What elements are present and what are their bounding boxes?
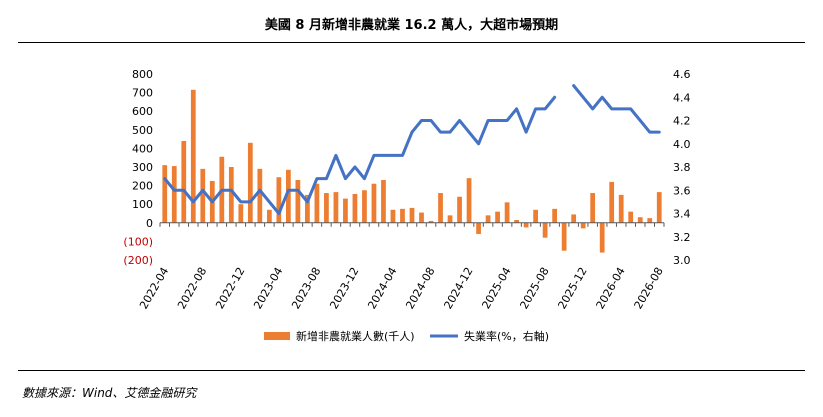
payroll-bar: [371, 183, 377, 223]
payroll-bar: [257, 168, 263, 223]
unemployment-rate-line: [572, 84, 661, 134]
right-axis-tick-label: 3.2: [673, 231, 691, 244]
right-axis-tick-label: 4.4: [673, 91, 691, 104]
left-axis-tick-label: 200: [132, 180, 153, 193]
payroll-bar: [495, 211, 500, 223]
left-axis-tick-label: 800: [132, 68, 153, 81]
payroll-bar: [352, 193, 358, 223]
x-axis-tick-label: 2024-08: [403, 265, 437, 311]
payroll-bar: [514, 220, 519, 223]
payroll-bar: [409, 207, 415, 223]
payroll-bar: [171, 166, 177, 223]
payroll-bar: [181, 140, 187, 223]
payroll-bar: [333, 192, 339, 223]
right-axis-tick-label: 3.8: [673, 161, 691, 174]
left-axis-tick-label: 700: [132, 87, 153, 100]
x-axis-tick-label: 2023-08: [289, 265, 323, 311]
legend-label-unemployment: 失業率(%，右軸): [464, 329, 549, 343]
payroll-bar: [266, 209, 272, 223]
payroll-bar: [305, 194, 310, 223]
left-axis-tick-label: (100): [123, 235, 153, 248]
payroll-bar: [419, 212, 424, 223]
bottom-rule: [18, 370, 805, 371]
payroll-bar: [656, 192, 662, 223]
payroll-bar: [618, 194, 624, 223]
payroll-bar: [400, 208, 405, 223]
payroll-bar: [628, 211, 634, 223]
payroll-bar: [533, 209, 538, 223]
payroll-bar: [295, 180, 301, 223]
right-axis-tick-label: 3.4: [673, 208, 691, 221]
payroll-bar: [247, 142, 253, 223]
payroll-bar: [381, 180, 386, 223]
x-axis-tick-label: 2024-04: [365, 265, 399, 311]
payroll-bar: [314, 183, 320, 223]
unemployment-rate-line: [163, 95, 557, 215]
right-axis-tick-label: 4.2: [673, 115, 691, 128]
payroll-bar: [580, 222, 586, 229]
payroll-bar: [428, 220, 434, 223]
payroll-bar: [599, 222, 605, 253]
payroll-bar: [286, 169, 291, 223]
payroll-bar: [523, 222, 529, 228]
payroll-bar: [238, 204, 244, 223]
payroll-bar: [476, 222, 481, 234]
x-axis-tick-label: 2025-04: [479, 265, 513, 311]
legend-label-payrolls: 新增非農就業人數(千人): [296, 329, 415, 343]
x-axis-tick-label: 2022-12: [213, 265, 247, 311]
payroll-bar: [647, 218, 653, 223]
payroll-bar: [162, 165, 168, 223]
payroll-bar: [228, 167, 234, 223]
payroll-bar: [457, 196, 462, 223]
chart-title: 美國 8 月新增非農就業 16.2 萬人，大超市場預期: [264, 18, 559, 33]
x-axis-tick-label: 2022-08: [175, 265, 209, 311]
x-axis-tick-label: 2023-12: [327, 265, 361, 311]
x-axis-tick-label: 2026-04: [594, 265, 628, 311]
payroll-bar: [466, 178, 472, 223]
x-axis-tick-label: 2025-08: [517, 265, 551, 311]
payroll-bar: [362, 190, 367, 223]
x-axis-tick-label: 2023-04: [251, 265, 285, 311]
right-axis-tick-label: 3.0: [673, 254, 691, 267]
payroll-bar: [343, 198, 348, 223]
x-axis-tick-label: 2025-12: [556, 265, 590, 311]
payroll-bar: [542, 222, 548, 238]
payroll-bar: [200, 168, 206, 223]
payroll-bar: [637, 217, 643, 223]
right-axis-tick-label: 4.0: [673, 138, 691, 151]
left-axis-tick-label: 100: [132, 198, 153, 211]
payroll-bar: [324, 193, 329, 223]
payroll-bar: [190, 89, 196, 223]
payroll-bar: [276, 177, 282, 223]
payroll-bar: [561, 222, 567, 251]
top-rule: [18, 42, 805, 43]
payroll-bar: [485, 215, 491, 223]
payroll-bar: [390, 209, 396, 223]
x-axis-tick-label: 2026-08: [632, 265, 666, 311]
left-axis-tick-label: 600: [132, 105, 153, 118]
left-axis-tick-label: 0: [146, 217, 153, 230]
left-axis-tick-label: (200): [123, 254, 153, 267]
left-axis-tick-label: 300: [132, 161, 153, 174]
payroll-bar: [504, 202, 510, 223]
payroll-bar: [590, 193, 596, 223]
payroll-bar: [552, 208, 558, 223]
x-axis-tick-label: 2024-12: [441, 265, 475, 311]
x-axis-tick-label: 2022-04: [137, 265, 171, 311]
payroll-bar: [571, 214, 577, 223]
right-axis-tick-label: 4.6: [673, 68, 691, 81]
left-axis-tick-label: 500: [132, 124, 153, 137]
right-axis-tick-label: 3.6: [673, 184, 691, 197]
payroll-bar: [609, 181, 615, 223]
payroll-bar: [447, 215, 453, 223]
legend-bar-swatch: [264, 332, 290, 340]
payroll-bar: [438, 193, 443, 223]
source-note: 數據來源：Wind、艾德金融研究: [22, 386, 197, 400]
left-axis-tick-label: 400: [132, 142, 153, 155]
